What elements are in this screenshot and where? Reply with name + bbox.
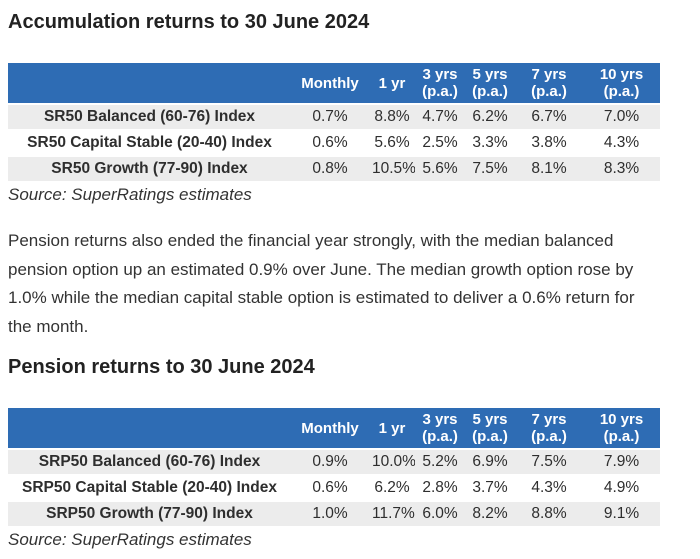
value-cell-7yrs: 8.1% bbox=[531, 160, 567, 177]
value-cell-monthly: 0.6% bbox=[312, 479, 348, 496]
row-name-cell: SR50 Growth (77-90) Index bbox=[51, 160, 248, 177]
commentary-paragraph: Pension returns also ended the financial… bbox=[8, 231, 635, 336]
header-cell-3yrs: 3 yrs (p.a.) bbox=[415, 63, 465, 103]
table-row-sr50-balanced: SR50 Balanced (60-76) Index 0.7% 8.8% 4.… bbox=[8, 105, 660, 129]
pension-returns-section: Pension returns to 30 June 2024 Monthly … bbox=[8, 355, 694, 550]
value-cell-5yrs: 7.5% bbox=[472, 160, 508, 177]
value-cell-5yrs: 3.7% bbox=[472, 479, 508, 496]
table-row-sr50-growth: SR50 Growth (77-90) Index 0.8% 10.5% 5.6… bbox=[8, 157, 660, 181]
header-cell-3yrs: 3 yrs (p.a.) bbox=[415, 408, 465, 448]
header-cell-5yrs: 5 yrs (p.a.) bbox=[465, 408, 515, 448]
value-cell-1yr: 10.0% bbox=[372, 453, 415, 470]
header-cell-7yrs: 7 yrs (p.a.) bbox=[515, 408, 583, 448]
header-cell-10yrs: 10 yrs (p.a.) bbox=[583, 408, 660, 448]
table-row-srp50-balanced: SRP50 Balanced (60-76) Index 0.9% 10.0% … bbox=[8, 450, 660, 474]
value-cell-1yr: 5.6% bbox=[374, 134, 410, 151]
row-name-cell: SRP50 Balanced (60-76) Index bbox=[38, 453, 261, 470]
header-cell-7yrs: 7 yrs (p.a.) bbox=[515, 63, 583, 103]
accumulation-heading: Accumulation returns to 30 June 2024 bbox=[8, 11, 370, 33]
value-cell-3yrs: 2.5% bbox=[422, 134, 458, 151]
accumulation-returns-table: Monthly 1 yr 3 yrs (p.a.) 5 yrs (p.a.) 7… bbox=[8, 61, 660, 183]
table-row-sr50-capital-stable: SR50 Capital Stable (20-40) Index 0.6% 5… bbox=[8, 131, 660, 155]
value-cell-10yrs: 4.9% bbox=[603, 479, 640, 496]
row-name-cell: SRP50 Capital Stable (20-40) Index bbox=[22, 479, 277, 496]
header-cell-1yr: 1 yr bbox=[369, 408, 415, 448]
value-cell-1yr: 8.8% bbox=[374, 108, 410, 125]
table-row-srp50-growth: SRP50 Growth (77-90) Index 1.0% 11.7% 6.… bbox=[8, 502, 660, 526]
value-cell-monthly: 0.6% bbox=[312, 134, 348, 151]
value-cell-10yrs: 8.3% bbox=[603, 160, 640, 177]
table-header-row: Monthly 1 yr 3 yrs (p.a.) 5 yrs (p.a.) 7… bbox=[8, 63, 660, 103]
value-cell-7yrs: 7.5% bbox=[531, 453, 567, 470]
value-cell-10yrs: 7.9% bbox=[603, 453, 640, 470]
header-cell-10yrs: 10 yrs (p.a.) bbox=[583, 63, 660, 103]
accumulation-returns-section: Accumulation returns to 30 June 2024 Mon… bbox=[8, 10, 694, 205]
value-cell-5yrs: 6.9% bbox=[472, 453, 508, 470]
header-cell-blank bbox=[8, 408, 291, 448]
value-cell-monthly: 0.9% bbox=[312, 453, 348, 470]
value-cell-5yrs: 6.2% bbox=[472, 108, 508, 125]
value-cell-3yrs: 6.0% bbox=[422, 505, 458, 522]
table-row-srp50-capital-stable: SRP50 Capital Stable (20-40) Index 0.6% … bbox=[8, 476, 660, 500]
value-cell-7yrs: 4.3% bbox=[531, 479, 567, 496]
row-name-cell: SRP50 Growth (77-90) Index bbox=[46, 505, 253, 522]
table-header-row: Monthly 1 yr 3 yrs (p.a.) 5 yrs (p.a.) 7… bbox=[8, 408, 660, 448]
value-cell-3yrs: 5.2% bbox=[422, 453, 458, 470]
value-cell-7yrs: 3.8% bbox=[531, 134, 567, 151]
value-cell-3yrs: 2.8% bbox=[422, 479, 458, 496]
value-cell-1yr: 10.5% bbox=[372, 160, 415, 177]
pension-returns-table: Monthly 1 yr 3 yrs (p.a.) 5 yrs (p.a.) 7… bbox=[8, 406, 660, 528]
value-cell-1yr: 11.7% bbox=[372, 505, 415, 522]
value-cell-monthly: 1.0% bbox=[312, 505, 348, 522]
value-cell-3yrs: 5.6% bbox=[422, 160, 458, 177]
value-cell-10yrs: 9.1% bbox=[603, 505, 640, 522]
value-cell-monthly: 0.8% bbox=[312, 160, 348, 177]
row-name-cell: SR50 Capital Stable (20-40) Index bbox=[27, 134, 272, 151]
source-note: Source: SuperRatings estimates bbox=[8, 185, 252, 204]
value-cell-5yrs: 8.2% bbox=[472, 505, 508, 522]
value-cell-1yr: 6.2% bbox=[374, 479, 410, 496]
header-cell-5yrs: 5 yrs (p.a.) bbox=[465, 63, 515, 103]
pension-heading: Pension returns to 30 June 2024 bbox=[8, 356, 315, 378]
header-cell-blank bbox=[8, 63, 291, 103]
value-cell-7yrs: 6.7% bbox=[531, 108, 567, 125]
value-cell-monthly: 0.7% bbox=[312, 108, 348, 125]
header-cell-1yr: 1 yr bbox=[369, 63, 415, 103]
value-cell-10yrs: 7.0% bbox=[603, 108, 640, 125]
value-cell-3yrs: 4.7% bbox=[422, 108, 458, 125]
value-cell-5yrs: 3.3% bbox=[472, 134, 508, 151]
header-cell-monthly: Monthly bbox=[291, 63, 369, 103]
row-name-cell: SR50 Balanced (60-76) Index bbox=[43, 108, 256, 125]
value-cell-7yrs: 8.8% bbox=[531, 505, 567, 522]
value-cell-10yrs: 4.3% bbox=[603, 134, 640, 151]
source-note: Source: SuperRatings estimates bbox=[8, 530, 252, 549]
header-cell-monthly: Monthly bbox=[291, 408, 369, 448]
